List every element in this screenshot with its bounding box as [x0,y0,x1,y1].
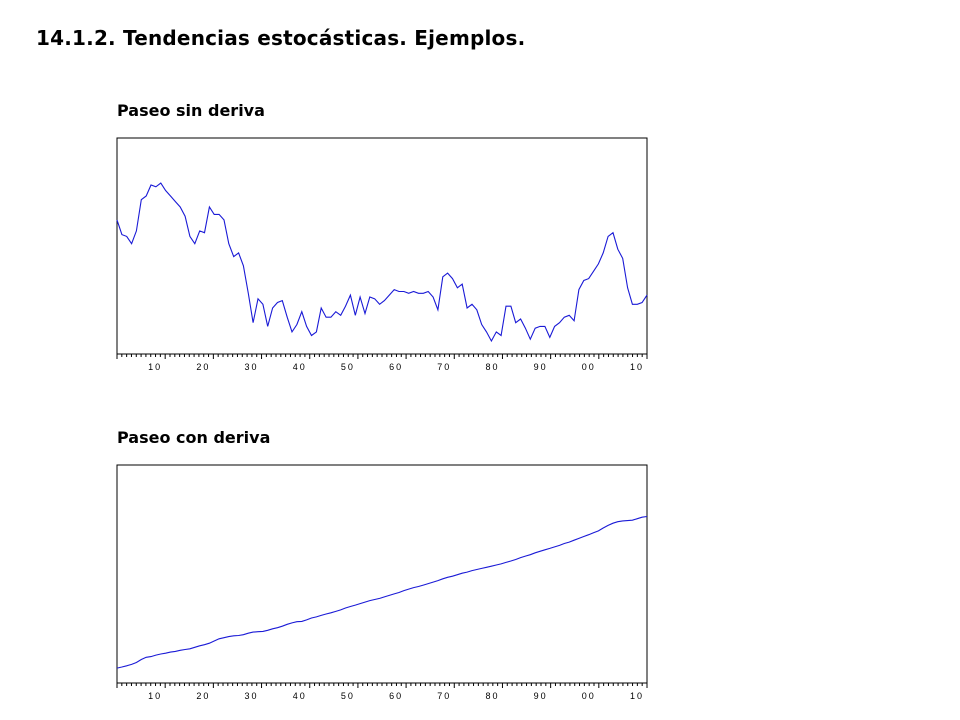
x-tick-label: 70 [437,691,451,701]
x-tick-label: 60 [389,691,403,701]
x-tick-label: 60 [389,362,403,372]
x-tick-label: 20 [196,362,210,372]
x-tick-label: 50 [341,691,355,701]
x-axis-ticks [116,354,648,359]
x-axis-ticks [116,683,648,688]
x-tick-label: 20 [196,691,210,701]
page-title: 14.1.2. Tendencias estocásticas. Ejemplo… [36,26,526,50]
plot-frame [116,464,648,684]
x-tick-label: 10 [630,691,644,701]
chart-2-title: Paseo con deriva [117,428,271,447]
x-tick-label: 10 [630,362,644,372]
x-tick-label: 70 [437,362,451,372]
x-tick-label: 50 [341,362,355,372]
series-line [116,515,648,669]
x-tick-label: 00 [582,691,596,701]
chart-1-title: Paseo sin deriva [117,101,265,120]
x-tick-label: 30 [245,362,259,372]
x-tick-label: 80 [485,691,499,701]
x-tick-label: 10 [148,362,162,372]
x-tick-label: 30 [245,691,259,701]
series-line [116,182,648,343]
x-tick-label: 00 [582,362,596,372]
x-tick-label: 10 [148,691,162,701]
x-tick-label: 40 [293,691,307,701]
x-tick-label: 80 [485,362,499,372]
x-tick-label: 90 [534,691,548,701]
x-tick-label: 90 [534,362,548,372]
x-tick-label: 40 [293,362,307,372]
